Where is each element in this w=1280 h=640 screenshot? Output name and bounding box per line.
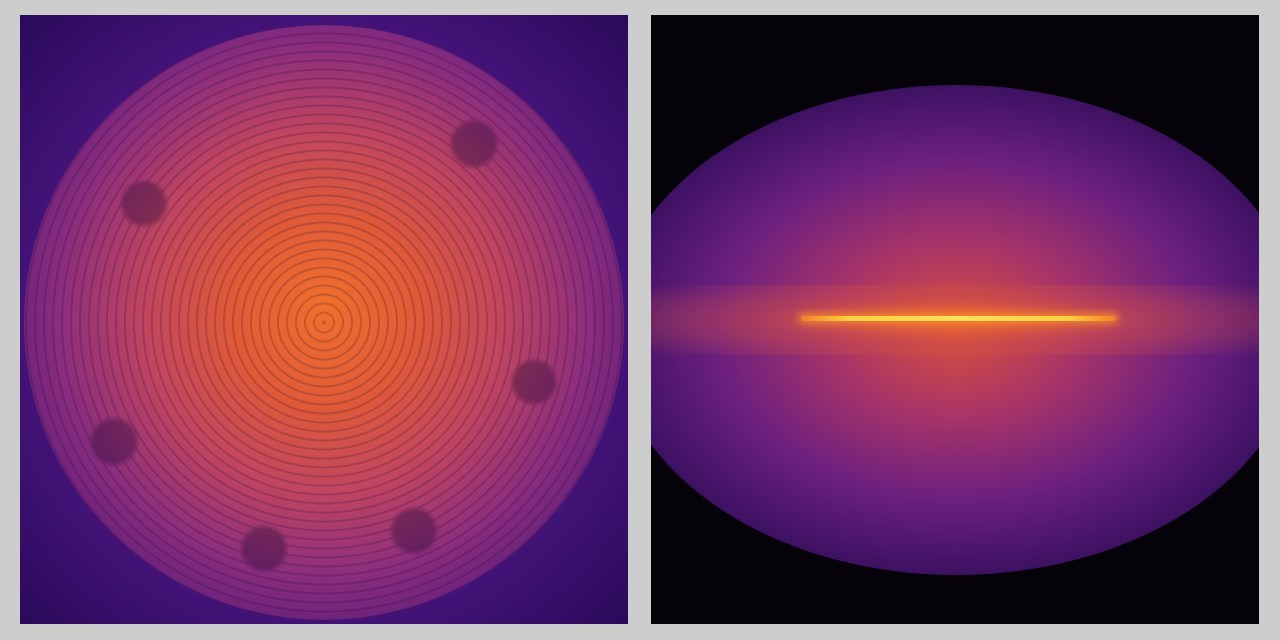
clumpy-texture (24, 25, 624, 620)
thin-disk-line (801, 316, 1116, 321)
face-on-view-image (20, 15, 628, 624)
edge-on-view-image (651, 15, 1259, 624)
face-on-disk (24, 25, 624, 620)
